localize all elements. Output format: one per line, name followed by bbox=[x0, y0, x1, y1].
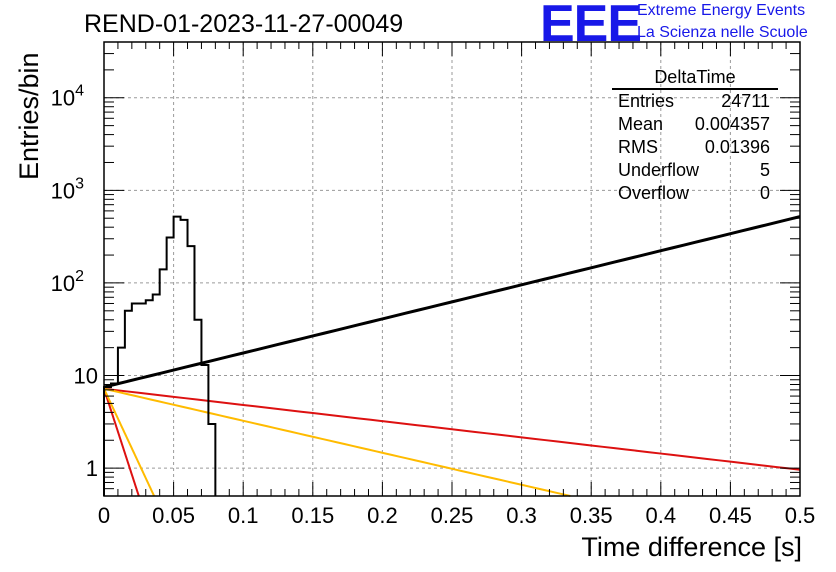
histogram-outline bbox=[103, 215, 217, 496]
stats-label: Entries bbox=[618, 91, 675, 111]
x-tick-label: 0.1 bbox=[228, 503, 259, 528]
x-tick-label: 0 bbox=[98, 503, 110, 528]
x-tick-label: 0.3 bbox=[506, 503, 537, 528]
stats-value: 5 bbox=[759, 160, 770, 180]
stats-label: Underflow bbox=[618, 160, 700, 180]
plot-marks bbox=[103, 215, 801, 497]
x-tick-label: 0.45 bbox=[709, 503, 752, 528]
stats-row-overflow: Overflow 0 bbox=[612, 182, 778, 205]
axis-ticks bbox=[103, 41, 801, 496]
stats-title: DeltaTime bbox=[612, 66, 778, 90]
y-tick-label: 103 bbox=[51, 175, 84, 203]
x-tick-label: 0.05 bbox=[152, 503, 195, 528]
chart-title: REND-01-2023-11-27-00049 bbox=[84, 10, 404, 38]
stats-label: Mean bbox=[618, 114, 664, 134]
fit-line-3 bbox=[103, 388, 140, 497]
y-tick-label: 102 bbox=[51, 268, 84, 296]
x-tick-label: 0.2 bbox=[367, 503, 398, 528]
stats-label: RMS bbox=[618, 137, 658, 157]
stats-value: 0.004357 bbox=[694, 114, 770, 134]
stats-row-entries: Entries 24711 bbox=[612, 90, 778, 113]
stats-value: 24711 bbox=[721, 91, 770, 111]
stats-value: 0 bbox=[759, 183, 770, 203]
y-axis-label: Entries/bin bbox=[14, 52, 44, 180]
stats-row-mean: Mean 0.004357 bbox=[612, 113, 778, 136]
x-tick-label: 0.15 bbox=[291, 503, 334, 528]
x-axis-label: Time difference [s] bbox=[581, 532, 802, 562]
fit-line-2 bbox=[103, 387, 571, 497]
fit-line-1 bbox=[103, 387, 801, 471]
x-tick-label: 0.5 bbox=[785, 503, 816, 528]
x-tick-label: 0.25 bbox=[431, 503, 474, 528]
y-tick-label: 1 bbox=[86, 456, 98, 481]
x-tick-label: 0.4 bbox=[646, 503, 677, 528]
y-tick-label: 10 bbox=[74, 364, 98, 389]
stats-box: DeltaTime Entries 24711 Mean 0.004357 RMS 0… bbox=[612, 66, 778, 205]
axis-tick-labels: 0 0.05 0.1 0.15 0.2 0.25 0.3 0.35 0.4 0.45 0.5 1 10 1… bbox=[51, 83, 816, 528]
logo-line-1: Extreme Energy Events bbox=[637, 2, 806, 19]
y-tick-label: 104 bbox=[51, 83, 84, 111]
stats-row-underflow: Underflow 5 bbox=[612, 159, 778, 182]
x-tick-label: 0.35 bbox=[570, 503, 613, 528]
eee-logo: EEE bbox=[540, 0, 642, 53]
stats-value: 0.01396 bbox=[704, 137, 770, 157]
stats-label: Overflow bbox=[618, 183, 690, 203]
fit-line-0 bbox=[103, 215, 801, 389]
fit-line-4 bbox=[103, 388, 156, 497]
logo-line-2: La Scienza nelle Scuole bbox=[637, 24, 808, 41]
stats-row-rms: RMS 0.01396 bbox=[612, 136, 778, 159]
